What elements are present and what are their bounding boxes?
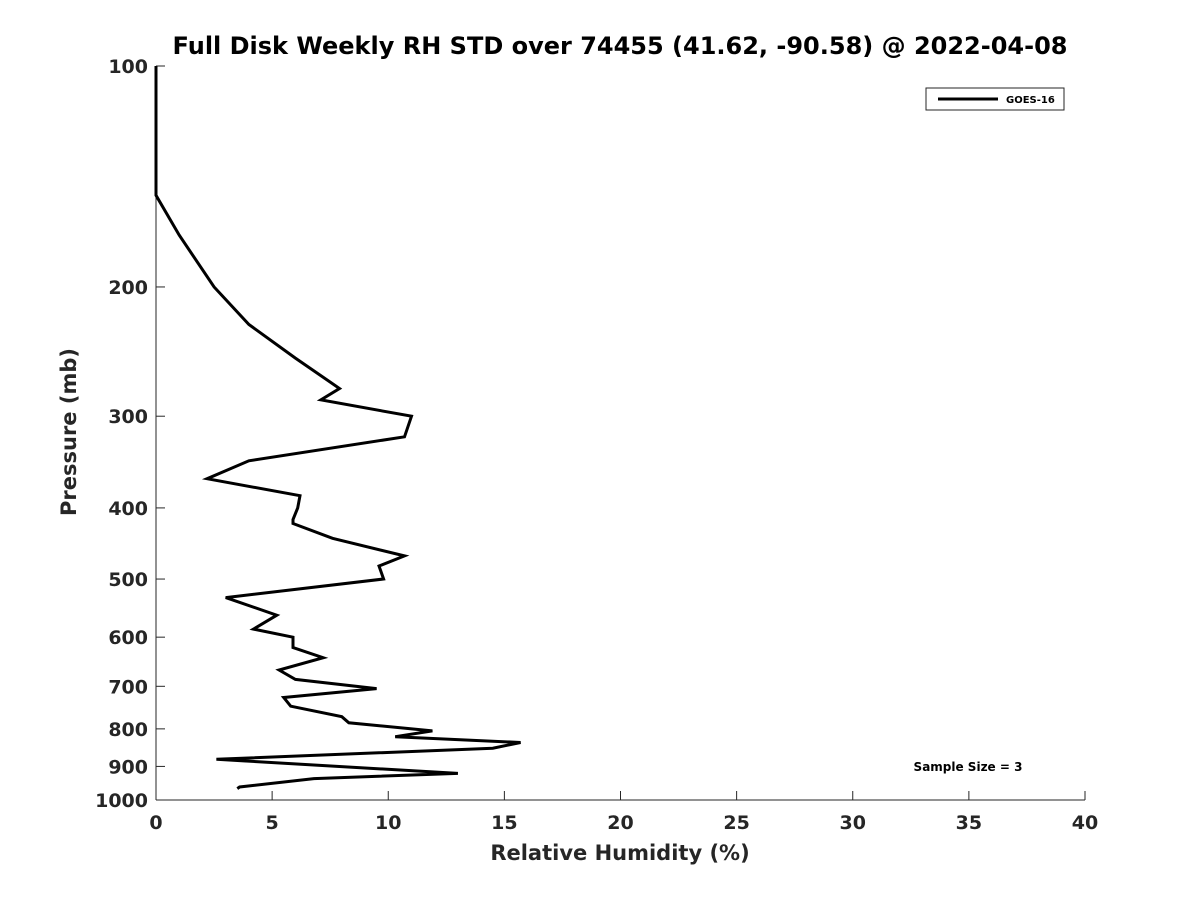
sample-size-annotation: Sample Size = 3	[914, 760, 1023, 774]
axes: 0 5 10 15 20 25 30 35 40 100 200 300 400 500 600 700 800…	[95, 56, 1098, 834]
x-axis-label: Relative Humidity (%)	[490, 841, 749, 865]
x-tick-label: 30	[840, 812, 866, 834]
y-tick-label: 500	[108, 569, 148, 591]
y-axis-label: Pressure (mb)	[57, 348, 81, 516]
x-tick-label: 40	[1072, 812, 1098, 834]
y-tick-label: 1000	[95, 790, 148, 812]
x-tick-label: 25	[723, 812, 749, 834]
chart-title: Full Disk Weekly RH STD over 74455 (41.6…	[173, 32, 1068, 60]
series-layer	[154, 66, 521, 790]
y-tick-label: 100	[108, 56, 148, 78]
legend: GOES-16	[925, 87, 1065, 111]
x-tick-label: 5	[266, 812, 279, 834]
y-tick-label: 800	[108, 719, 148, 741]
y-tick-label: 900	[108, 756, 148, 778]
y-tick-label: 300	[108, 406, 148, 428]
y-tick-label: 600	[108, 627, 148, 649]
x-tick-label: 20	[607, 812, 633, 834]
legend-label: GOES-16	[1006, 95, 1055, 106]
y-tick-label: 200	[108, 277, 148, 299]
x-tick-label: 35	[956, 812, 982, 834]
y-tick-label: 700	[108, 676, 148, 698]
series-line-goes-16	[154, 66, 521, 790]
y-tick-label: 400	[108, 498, 148, 520]
x-tick-label: 0	[149, 812, 162, 834]
x-tick-label: 10	[375, 812, 401, 834]
x-tick-label: 15	[491, 812, 517, 834]
